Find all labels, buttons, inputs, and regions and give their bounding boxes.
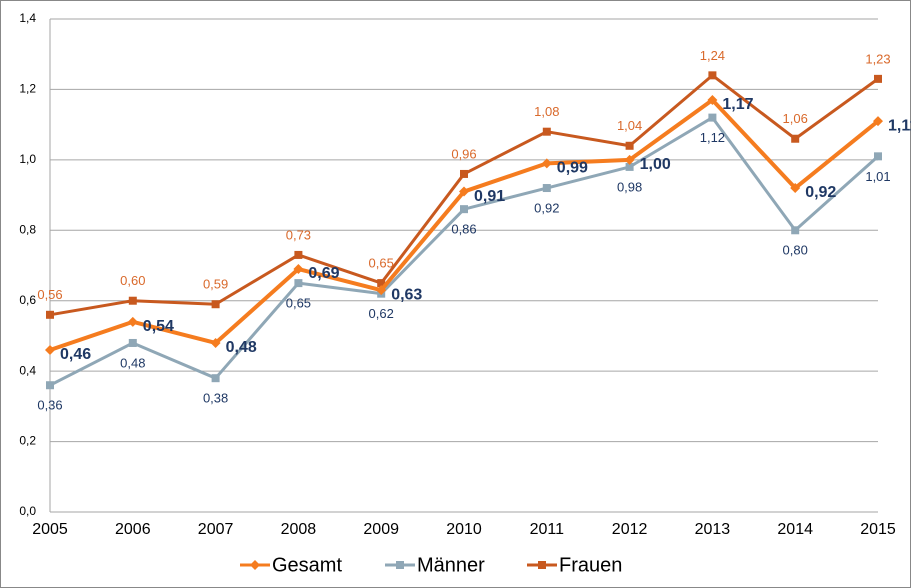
data-point	[128, 296, 137, 305]
y-tick-label: 0,4	[19, 363, 36, 377]
data-label: 0,91	[474, 188, 505, 205]
x-tick-label: 2006	[115, 521, 151, 538]
data-point	[294, 279, 303, 288]
data-point	[459, 186, 469, 197]
x-tick-label: 2014	[777, 521, 813, 538]
data-label: 0,65	[369, 256, 394, 271]
data-point	[45, 345, 55, 356]
data-label: 0,62	[369, 306, 394, 321]
data-point	[46, 381, 54, 390]
data-point	[625, 162, 634, 171]
data-label: 0,65	[286, 296, 311, 311]
data-point	[791, 226, 800, 235]
data-label: 0,38	[203, 391, 228, 406]
data-point	[128, 338, 137, 347]
data-label: 1,06	[783, 111, 808, 126]
x-tick-label: 2012	[612, 521, 648, 538]
y-tick-label: 1,2	[19, 82, 36, 96]
data-label: 0,59	[203, 277, 228, 292]
data-label: 0,98	[617, 179, 642, 194]
data-point	[790, 183, 801, 194]
data-label: 0,48	[120, 355, 145, 370]
x-tick-label: 2010	[446, 521, 482, 538]
data-label: 0,48	[226, 339, 257, 356]
data-label: 1,01	[865, 169, 890, 184]
x-tick-label: 2015	[860, 521, 896, 538]
data-label: 1,11	[888, 117, 911, 134]
y-tick-label: 0,6	[19, 293, 36, 307]
data-label: 0,69	[308, 265, 339, 282]
data-point	[46, 310, 54, 319]
data-label: 1,08	[534, 104, 559, 119]
data-point	[791, 134, 800, 143]
data-label: 0,99	[557, 160, 588, 177]
data-label: 0,80	[783, 243, 808, 258]
y-tick-label: 0,8	[19, 222, 36, 236]
data-point	[542, 127, 551, 136]
x-tick-label: 2011	[530, 521, 565, 538]
data-point	[211, 374, 220, 383]
x-tick-label: 2013	[695, 521, 731, 538]
data-label: 0,63	[391, 286, 422, 303]
data-point	[542, 184, 551, 193]
legend-marker	[250, 560, 260, 570]
legend-label: Frauen	[559, 554, 622, 576]
data-point	[460, 169, 468, 178]
data-point	[541, 158, 552, 169]
data-point	[294, 250, 303, 259]
legend-marker	[538, 561, 546, 569]
x-tick-label: 2008	[281, 521, 317, 538]
data-label: 1,12	[700, 130, 725, 145]
data-label: 0,92	[534, 200, 559, 215]
data-point	[708, 71, 717, 80]
data-label: 1,17	[722, 96, 753, 113]
data-label: 0,96	[451, 146, 476, 161]
data-point	[874, 152, 882, 161]
data-point	[873, 116, 883, 127]
y-tick-label: 0,2	[19, 434, 36, 448]
legend-label: Gesamt	[272, 554, 342, 576]
x-tick-label: 2007	[198, 521, 234, 538]
data-label: 0,54	[143, 318, 174, 335]
data-point	[293, 264, 304, 275]
data-label: 0,86	[451, 222, 476, 237]
y-tick-label: 1,0	[19, 152, 36, 166]
legend-marker	[396, 561, 404, 569]
data-label: 0,56	[37, 287, 62, 302]
data-point	[211, 300, 220, 309]
data-point	[127, 316, 138, 327]
data-label: 0,46	[60, 346, 91, 363]
data-label: 0,60	[120, 273, 145, 288]
x-tick-label: 2005	[32, 521, 68, 538]
data-point	[625, 141, 634, 150]
data-point	[707, 94, 718, 105]
data-point	[376, 285, 387, 296]
y-tick-label: 0,0	[19, 504, 36, 518]
data-label: 1,23	[865, 51, 890, 66]
data-point	[460, 205, 468, 214]
data-point	[377, 279, 386, 288]
legend-label: Männer	[417, 554, 485, 576]
data-point	[624, 154, 635, 165]
data-point	[708, 113, 717, 122]
data-label: 1,00	[640, 156, 671, 173]
y-tick-label: 1,4	[19, 11, 36, 25]
data-label: 1,04	[617, 118, 642, 133]
data-point	[210, 337, 221, 348]
data-label: 1,24	[700, 48, 725, 63]
x-tick-label: 2009	[363, 521, 399, 538]
data-label: 0,36	[37, 398, 62, 413]
data-label: 0,92	[805, 184, 836, 201]
data-point	[874, 74, 882, 83]
data-label: 0,73	[286, 227, 311, 242]
